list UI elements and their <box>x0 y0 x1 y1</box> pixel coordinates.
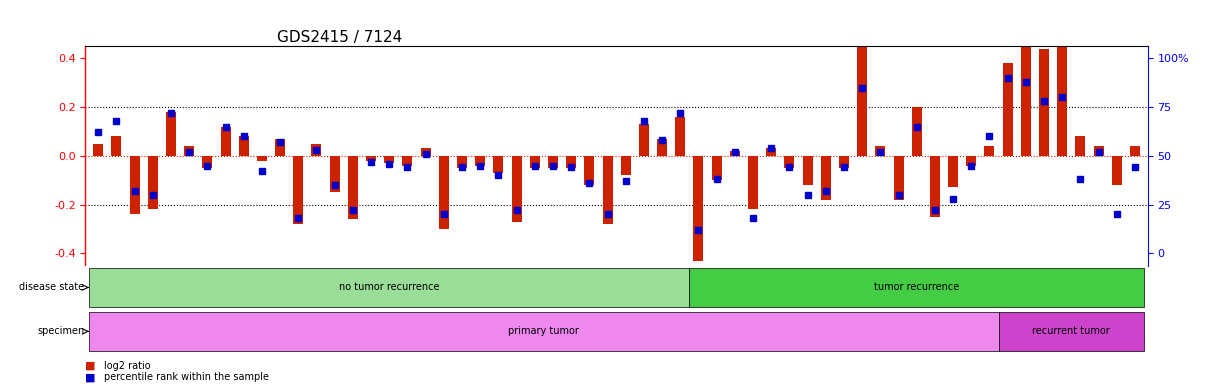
Bar <box>512 156 521 222</box>
Bar <box>748 156 758 209</box>
Bar <box>129 156 139 214</box>
Bar <box>1057 34 1067 156</box>
Bar <box>348 156 358 219</box>
Bar <box>657 139 667 156</box>
Text: primary tumor: primary tumor <box>508 326 579 336</box>
Text: specimen: specimen <box>38 326 84 336</box>
Bar <box>256 156 267 161</box>
Bar <box>1129 146 1140 156</box>
Bar <box>875 146 885 156</box>
Bar <box>620 156 631 175</box>
Bar <box>385 156 394 163</box>
Bar <box>1002 63 1012 156</box>
Bar <box>966 156 977 166</box>
Bar <box>420 149 431 156</box>
Bar <box>203 156 212 168</box>
Bar <box>602 156 613 224</box>
Bar <box>839 156 849 168</box>
Bar <box>1039 48 1049 156</box>
Bar <box>567 156 576 168</box>
FancyBboxPatch shape <box>89 311 999 351</box>
Bar <box>1076 136 1085 156</box>
Bar <box>239 136 249 156</box>
Bar <box>330 156 339 192</box>
Bar <box>712 156 722 180</box>
Bar <box>1094 146 1104 156</box>
Bar <box>930 156 940 217</box>
Bar <box>548 156 558 168</box>
Bar <box>1021 0 1031 156</box>
Bar <box>530 156 540 168</box>
Bar <box>221 127 231 156</box>
FancyBboxPatch shape <box>999 311 1144 351</box>
Text: tumor recurrence: tumor recurrence <box>874 283 960 293</box>
Bar <box>184 146 194 156</box>
Bar <box>293 156 303 224</box>
Bar <box>894 156 904 200</box>
Text: percentile rank within the sample: percentile rank within the sample <box>104 372 269 382</box>
Bar <box>730 151 740 156</box>
Bar <box>639 124 648 156</box>
Bar <box>802 156 813 185</box>
Bar <box>694 156 703 261</box>
Text: recurrent tumor: recurrent tumor <box>1033 326 1110 336</box>
Bar <box>675 117 685 156</box>
Bar <box>275 139 284 156</box>
Text: no tumor recurrence: no tumor recurrence <box>339 283 440 293</box>
Text: disease state: disease state <box>20 283 84 293</box>
Text: GDS2415 / 7124: GDS2415 / 7124 <box>277 30 402 45</box>
Bar <box>438 156 449 229</box>
Bar <box>821 156 830 200</box>
Bar <box>148 156 158 209</box>
Bar <box>457 156 466 168</box>
Bar <box>111 136 121 156</box>
Bar <box>949 156 958 187</box>
Bar <box>403 156 413 166</box>
Bar <box>93 144 104 156</box>
Bar <box>493 156 503 173</box>
Text: ■: ■ <box>85 372 96 382</box>
Bar <box>984 146 994 156</box>
Text: log2 ratio: log2 ratio <box>104 361 150 371</box>
Bar <box>767 149 777 156</box>
Bar <box>784 156 795 168</box>
Bar <box>166 112 176 156</box>
Bar <box>1112 156 1122 185</box>
Bar <box>585 156 595 185</box>
Text: ■: ■ <box>85 361 96 371</box>
Bar <box>912 107 922 156</box>
Bar <box>366 156 376 161</box>
Bar <box>857 10 867 156</box>
FancyBboxPatch shape <box>690 268 1144 307</box>
Bar <box>311 144 321 156</box>
FancyBboxPatch shape <box>89 268 690 307</box>
Bar <box>475 156 485 166</box>
